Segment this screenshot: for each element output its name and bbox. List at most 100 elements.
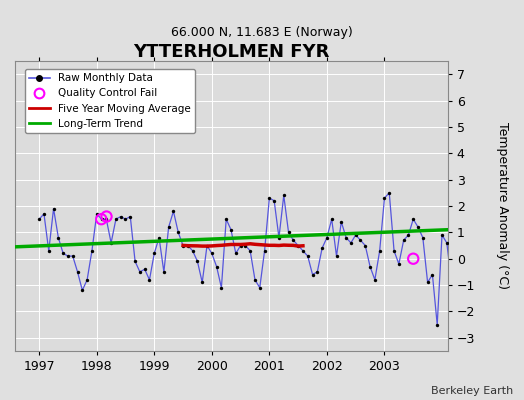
Point — [198, 279, 206, 286]
Point — [433, 322, 441, 328]
Point — [443, 240, 451, 246]
Point — [395, 261, 403, 267]
Point — [328, 216, 336, 222]
Point — [179, 242, 187, 249]
Point — [337, 219, 345, 225]
Point — [93, 211, 101, 217]
Point — [428, 271, 436, 278]
Point — [380, 195, 389, 201]
Point — [476, 240, 485, 246]
Point — [270, 198, 278, 204]
Text: 66.000 N, 11.683 E (Norway): 66.000 N, 11.683 E (Norway) — [171, 26, 353, 39]
Point — [35, 216, 43, 222]
Point — [136, 269, 144, 275]
Point — [97, 216, 105, 222]
Point — [169, 208, 178, 214]
Point — [59, 250, 68, 257]
Point — [366, 264, 374, 270]
Point — [203, 242, 211, 249]
Point — [265, 195, 274, 201]
Point — [323, 234, 331, 241]
Point — [285, 229, 293, 236]
Point — [308, 271, 316, 278]
Point — [251, 276, 259, 283]
Point — [73, 269, 82, 275]
Point — [462, 176, 470, 183]
Point — [165, 224, 173, 230]
Point — [486, 269, 494, 275]
Point — [83, 276, 91, 283]
Point — [409, 256, 418, 262]
Point — [519, 208, 524, 214]
Legend: Raw Monthly Data, Quality Control Fail, Five Year Moving Average, Long-Term Tren: Raw Monthly Data, Quality Control Fail, … — [25, 69, 195, 133]
Point — [313, 269, 322, 275]
Point — [160, 269, 168, 275]
Point — [102, 216, 111, 222]
Point — [183, 242, 192, 249]
Point — [189, 248, 197, 254]
Point — [49, 206, 58, 212]
Point — [241, 242, 249, 249]
Title: YTTERHOLMEN FYR: YTTERHOLMEN FYR — [133, 43, 330, 61]
Point — [409, 216, 418, 222]
Y-axis label: Temperature Anomaly (°C): Temperature Anomaly (°C) — [496, 122, 509, 290]
Point — [102, 213, 111, 220]
Point — [447, 279, 456, 286]
Point — [88, 248, 96, 254]
Point — [174, 229, 182, 236]
Point — [232, 250, 240, 257]
Point — [404, 232, 412, 238]
Point — [352, 232, 360, 238]
Point — [222, 216, 231, 222]
Point — [289, 237, 298, 244]
Point — [150, 250, 158, 257]
Point — [112, 216, 120, 222]
Point — [217, 284, 226, 291]
Point — [515, 198, 523, 204]
Point — [356, 237, 365, 244]
Point — [256, 284, 264, 291]
Point — [140, 266, 149, 272]
Point — [208, 250, 216, 257]
Point — [438, 232, 446, 238]
Point — [399, 237, 408, 244]
Point — [390, 248, 398, 254]
Point — [419, 234, 427, 241]
Point — [495, 163, 504, 170]
Point — [275, 234, 283, 241]
Point — [45, 248, 53, 254]
Point — [236, 242, 245, 249]
Point — [423, 279, 432, 286]
Point — [510, 163, 518, 170]
Point — [193, 258, 202, 264]
Point — [54, 234, 62, 241]
Point — [481, 253, 489, 259]
Point — [121, 216, 129, 222]
Point — [414, 224, 422, 230]
Point — [294, 242, 302, 249]
Point — [280, 192, 288, 199]
Point — [472, 216, 480, 222]
Point — [347, 240, 355, 246]
Point — [318, 245, 326, 251]
Point — [116, 213, 125, 220]
Point — [466, 216, 475, 222]
Point — [155, 234, 163, 241]
Point — [260, 248, 269, 254]
Point — [500, 142, 509, 148]
Text: Berkeley Earth: Berkeley Earth — [431, 386, 514, 396]
Point — [303, 253, 312, 259]
Point — [505, 168, 514, 175]
Point — [370, 276, 379, 283]
Point — [69, 253, 77, 259]
Point — [452, 182, 461, 188]
Point — [126, 213, 135, 220]
Point — [299, 248, 307, 254]
Point — [78, 287, 86, 294]
Point — [131, 258, 139, 264]
Point — [376, 248, 384, 254]
Point — [490, 229, 499, 236]
Point — [361, 242, 369, 249]
Point — [97, 216, 106, 222]
Point — [342, 234, 350, 241]
